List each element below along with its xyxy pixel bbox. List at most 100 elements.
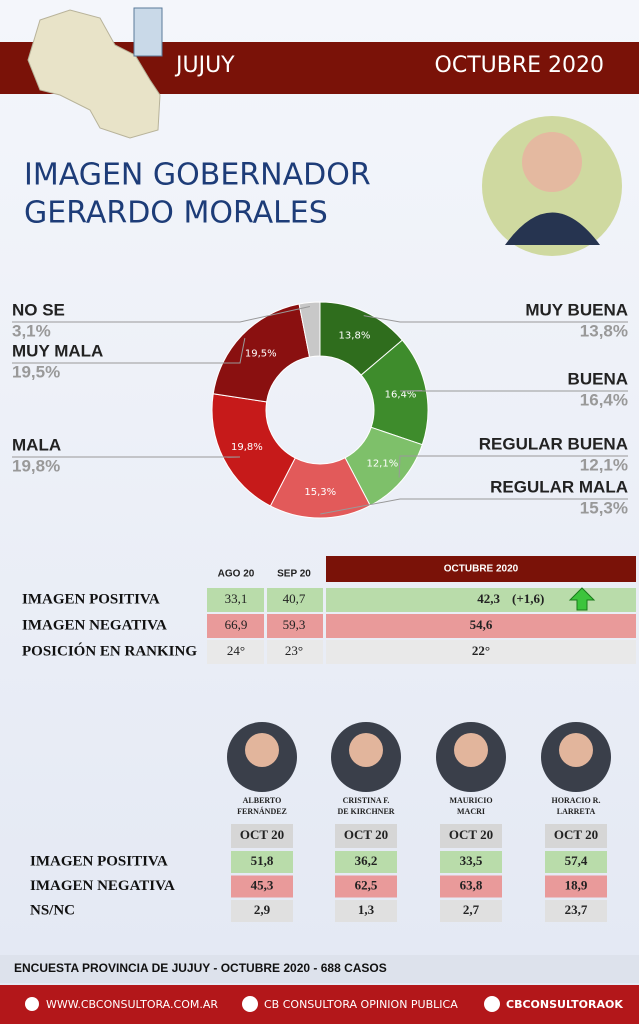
cell: 57,4 bbox=[565, 853, 588, 868]
title-line: IMAGEN GOBERNADOR bbox=[24, 158, 371, 193]
cell: 36,2 bbox=[355, 853, 378, 868]
cell-bg bbox=[231, 851, 293, 873]
cell-bg bbox=[231, 900, 293, 922]
leader-line bbox=[398, 455, 628, 478]
cell: 40,7 bbox=[283, 591, 306, 606]
col-header: OCTUBRE 2020 bbox=[444, 564, 519, 575]
portrait-face bbox=[559, 733, 593, 767]
cell-bg bbox=[545, 900, 607, 922]
category-label: MALA bbox=[12, 435, 61, 454]
footer-link[interactable]: CB CONSULTORA OPINION PUBLICA bbox=[264, 998, 458, 1011]
footer-link[interactable]: WWW.CBCONSULTORA.COM.AR bbox=[46, 998, 218, 1011]
cell-bg bbox=[326, 640, 636, 664]
cell-bg bbox=[440, 824, 502, 848]
cell-bg bbox=[440, 900, 502, 922]
cell: 42,3 bbox=[477, 591, 500, 606]
value-label: 19,8% bbox=[12, 456, 60, 475]
cell-bg bbox=[207, 640, 264, 664]
cell-change: (+1,6) bbox=[512, 591, 544, 606]
portrait bbox=[482, 116, 622, 256]
portrait-face bbox=[454, 733, 488, 767]
col-header: SEP 20 bbox=[277, 569, 311, 580]
footer-link[interactable]: CBCONSULTORAOK bbox=[506, 998, 623, 1011]
slice-label: 19,8% bbox=[231, 442, 263, 453]
row-label: IMAGEN NEGATIVA bbox=[22, 617, 167, 633]
cell-bg bbox=[231, 824, 293, 848]
row-label: IMAGEN POSITIVA bbox=[30, 853, 168, 869]
slice-label: 15,3% bbox=[304, 487, 336, 498]
cell: 33,5 bbox=[460, 853, 483, 868]
footer-bar bbox=[0, 985, 639, 1024]
cell: 54,6 bbox=[470, 617, 493, 632]
cell-bg bbox=[267, 640, 323, 664]
cell-bg bbox=[326, 614, 636, 638]
period: OCT 20 bbox=[554, 827, 598, 842]
period: OCT 20 bbox=[240, 827, 284, 842]
category-label: MUY BUENA bbox=[525, 300, 628, 319]
cell-bg bbox=[231, 875, 293, 898]
map-icon bbox=[133, 7, 163, 57]
value-label: 12,1% bbox=[580, 455, 628, 474]
cell-bg bbox=[440, 851, 502, 873]
cell-bg bbox=[545, 851, 607, 873]
cell: 1,3 bbox=[358, 902, 375, 917]
slice-label: 13,8% bbox=[339, 331, 371, 342]
slice bbox=[298, 301, 321, 358]
person-name: MACRI bbox=[457, 807, 485, 816]
cell: 45,3 bbox=[251, 877, 274, 892]
value-label: 15,3% bbox=[580, 498, 628, 517]
icon bbox=[484, 996, 500, 1012]
category-label: NO SE bbox=[12, 300, 65, 319]
slice-label: 16,4% bbox=[385, 390, 417, 401]
category-label: REGULAR BUENA bbox=[479, 434, 628, 453]
cell: 18,9 bbox=[565, 877, 588, 892]
slice bbox=[211, 393, 296, 507]
person-name: MAURICIO bbox=[449, 796, 492, 805]
row-label: IMAGEN POSITIVA bbox=[22, 591, 160, 607]
category-label: BUENA bbox=[568, 369, 628, 388]
person-name: FERNÁNDEZ bbox=[237, 806, 287, 816]
cell: 66,9 bbox=[225, 617, 248, 632]
value-label: 13,8% bbox=[580, 321, 628, 340]
leader-line bbox=[12, 306, 310, 323]
person-name: HORACIO R. bbox=[552, 796, 601, 805]
up-arrow bbox=[568, 587, 596, 611]
cell: 62,5 bbox=[355, 877, 378, 892]
cell-bg bbox=[267, 614, 323, 638]
cell: 23,7 bbox=[565, 902, 588, 917]
person-name: DE KIRCHNER bbox=[337, 807, 394, 816]
person-name: LARRETA bbox=[557, 807, 596, 816]
cell: 33,1 bbox=[225, 591, 248, 606]
cell-bg bbox=[545, 875, 607, 898]
cell: 24° bbox=[227, 643, 245, 658]
slice bbox=[212, 303, 311, 403]
cell-bg bbox=[335, 900, 397, 922]
table: IMAGEN POSITIVA 33,1 40,7 42,3 (+1,6) IMAGEN … bbox=[22, 587, 636, 664]
period: OCT 20 bbox=[449, 827, 493, 842]
footer-strip bbox=[0, 955, 639, 983]
header-date: OCTUBRE 2020 bbox=[435, 53, 604, 78]
cell: 23° bbox=[285, 643, 303, 658]
cell: 2,9 bbox=[254, 902, 271, 917]
cell-bg bbox=[335, 875, 397, 898]
value-label: 3,1% bbox=[12, 321, 51, 340]
row-label: IMAGEN NEGATIVA bbox=[30, 878, 175, 894]
cell-bg bbox=[440, 875, 502, 898]
row-label: POSICIÓN EN RANKING bbox=[22, 642, 197, 659]
leader-line bbox=[12, 337, 246, 364]
portrait-face bbox=[349, 733, 383, 767]
row-label: NS/NC bbox=[30, 902, 75, 918]
leader-line bbox=[363, 315, 628, 323]
icon bbox=[25, 997, 39, 1011]
value-label: 16,4% bbox=[580, 390, 628, 409]
cell-bg bbox=[207, 588, 264, 612]
slice-label: 19,5% bbox=[245, 348, 277, 359]
footer-note: ENCUESTA PROVINCIA DE JUJUY - OCTUBRE 20… bbox=[14, 961, 387, 975]
donut-chart: 13,8% MUY BUENA 13,8% 16,4% BUENA 16,4% 12,1% R… bbox=[12, 300, 628, 519]
category-label: MUY MALA bbox=[12, 341, 103, 360]
cell: 59,3 bbox=[283, 617, 306, 632]
cell-bg bbox=[335, 851, 397, 873]
portrait-face bbox=[245, 733, 279, 767]
value-label: 19,5% bbox=[12, 362, 60, 381]
